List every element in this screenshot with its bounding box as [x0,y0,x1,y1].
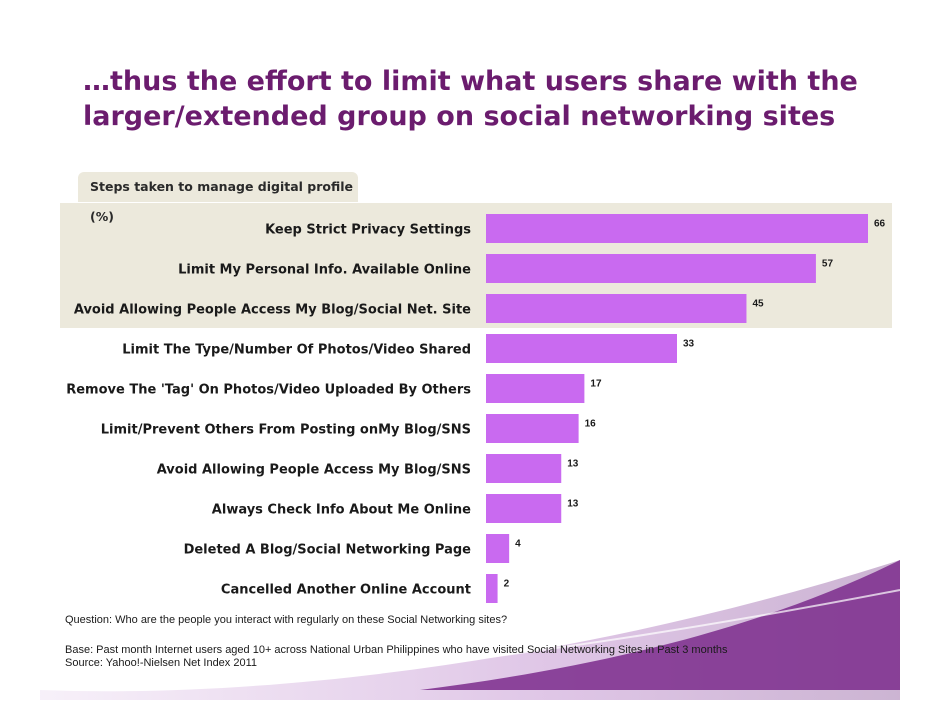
source-note: Source: Yahoo!-Nielsen Net Index 2011 [65,657,258,669]
bar [486,454,562,483]
value-label: 16 [585,419,597,430]
value-label: 13 [567,459,579,470]
base-note: Base: Past month Internet users aged 10+… [65,644,728,656]
category-label: Always Check Info About Me Online [212,503,471,518]
bar [486,254,816,283]
category-label: Cancelled Another Online Account [221,583,471,598]
bar [486,214,868,243]
value-label: 33 [683,339,695,350]
bar [486,534,510,563]
category-label: Limit/Prevent Others From Posting onMy B… [101,423,471,438]
bar [486,494,562,523]
bar [486,374,585,403]
value-label: 66 [874,219,886,230]
value-label: 13 [567,499,579,510]
value-label: 2 [504,579,510,590]
category-label: Avoid Allowing People Access My Blog/Soc… [74,303,471,318]
bar [486,574,498,603]
value-label: 57 [822,259,834,270]
category-label: Keep Strict Privacy Settings [265,223,471,238]
category-label: Avoid Allowing People Access My Blog/SNS [157,463,471,478]
chart-subtitle: Steps taken to manage digital profile (%… [78,172,358,224]
value-label: 17 [590,379,602,390]
category-label: Remove The 'Tag' On Photos/Video Uploade… [66,383,471,398]
value-label: 4 [515,539,521,550]
bar-chart: Keep Strict Privacy Settings 66 Limit My P… [66,214,886,603]
bar [486,294,747,323]
category-label: Limit The Type/Number Of Photos/Video Sh… [122,343,471,358]
value-label: 45 [752,299,764,310]
bar [486,414,579,443]
category-label: Limit My Personal Info. Available Online [178,263,471,278]
question-note: Question: Who are the people you interac… [65,614,508,626]
category-label: Deleted A Blog/Social Networking Page [184,543,472,558]
page-title: …thus the effort to limit what users sha… [83,66,858,132]
bar [486,334,677,363]
